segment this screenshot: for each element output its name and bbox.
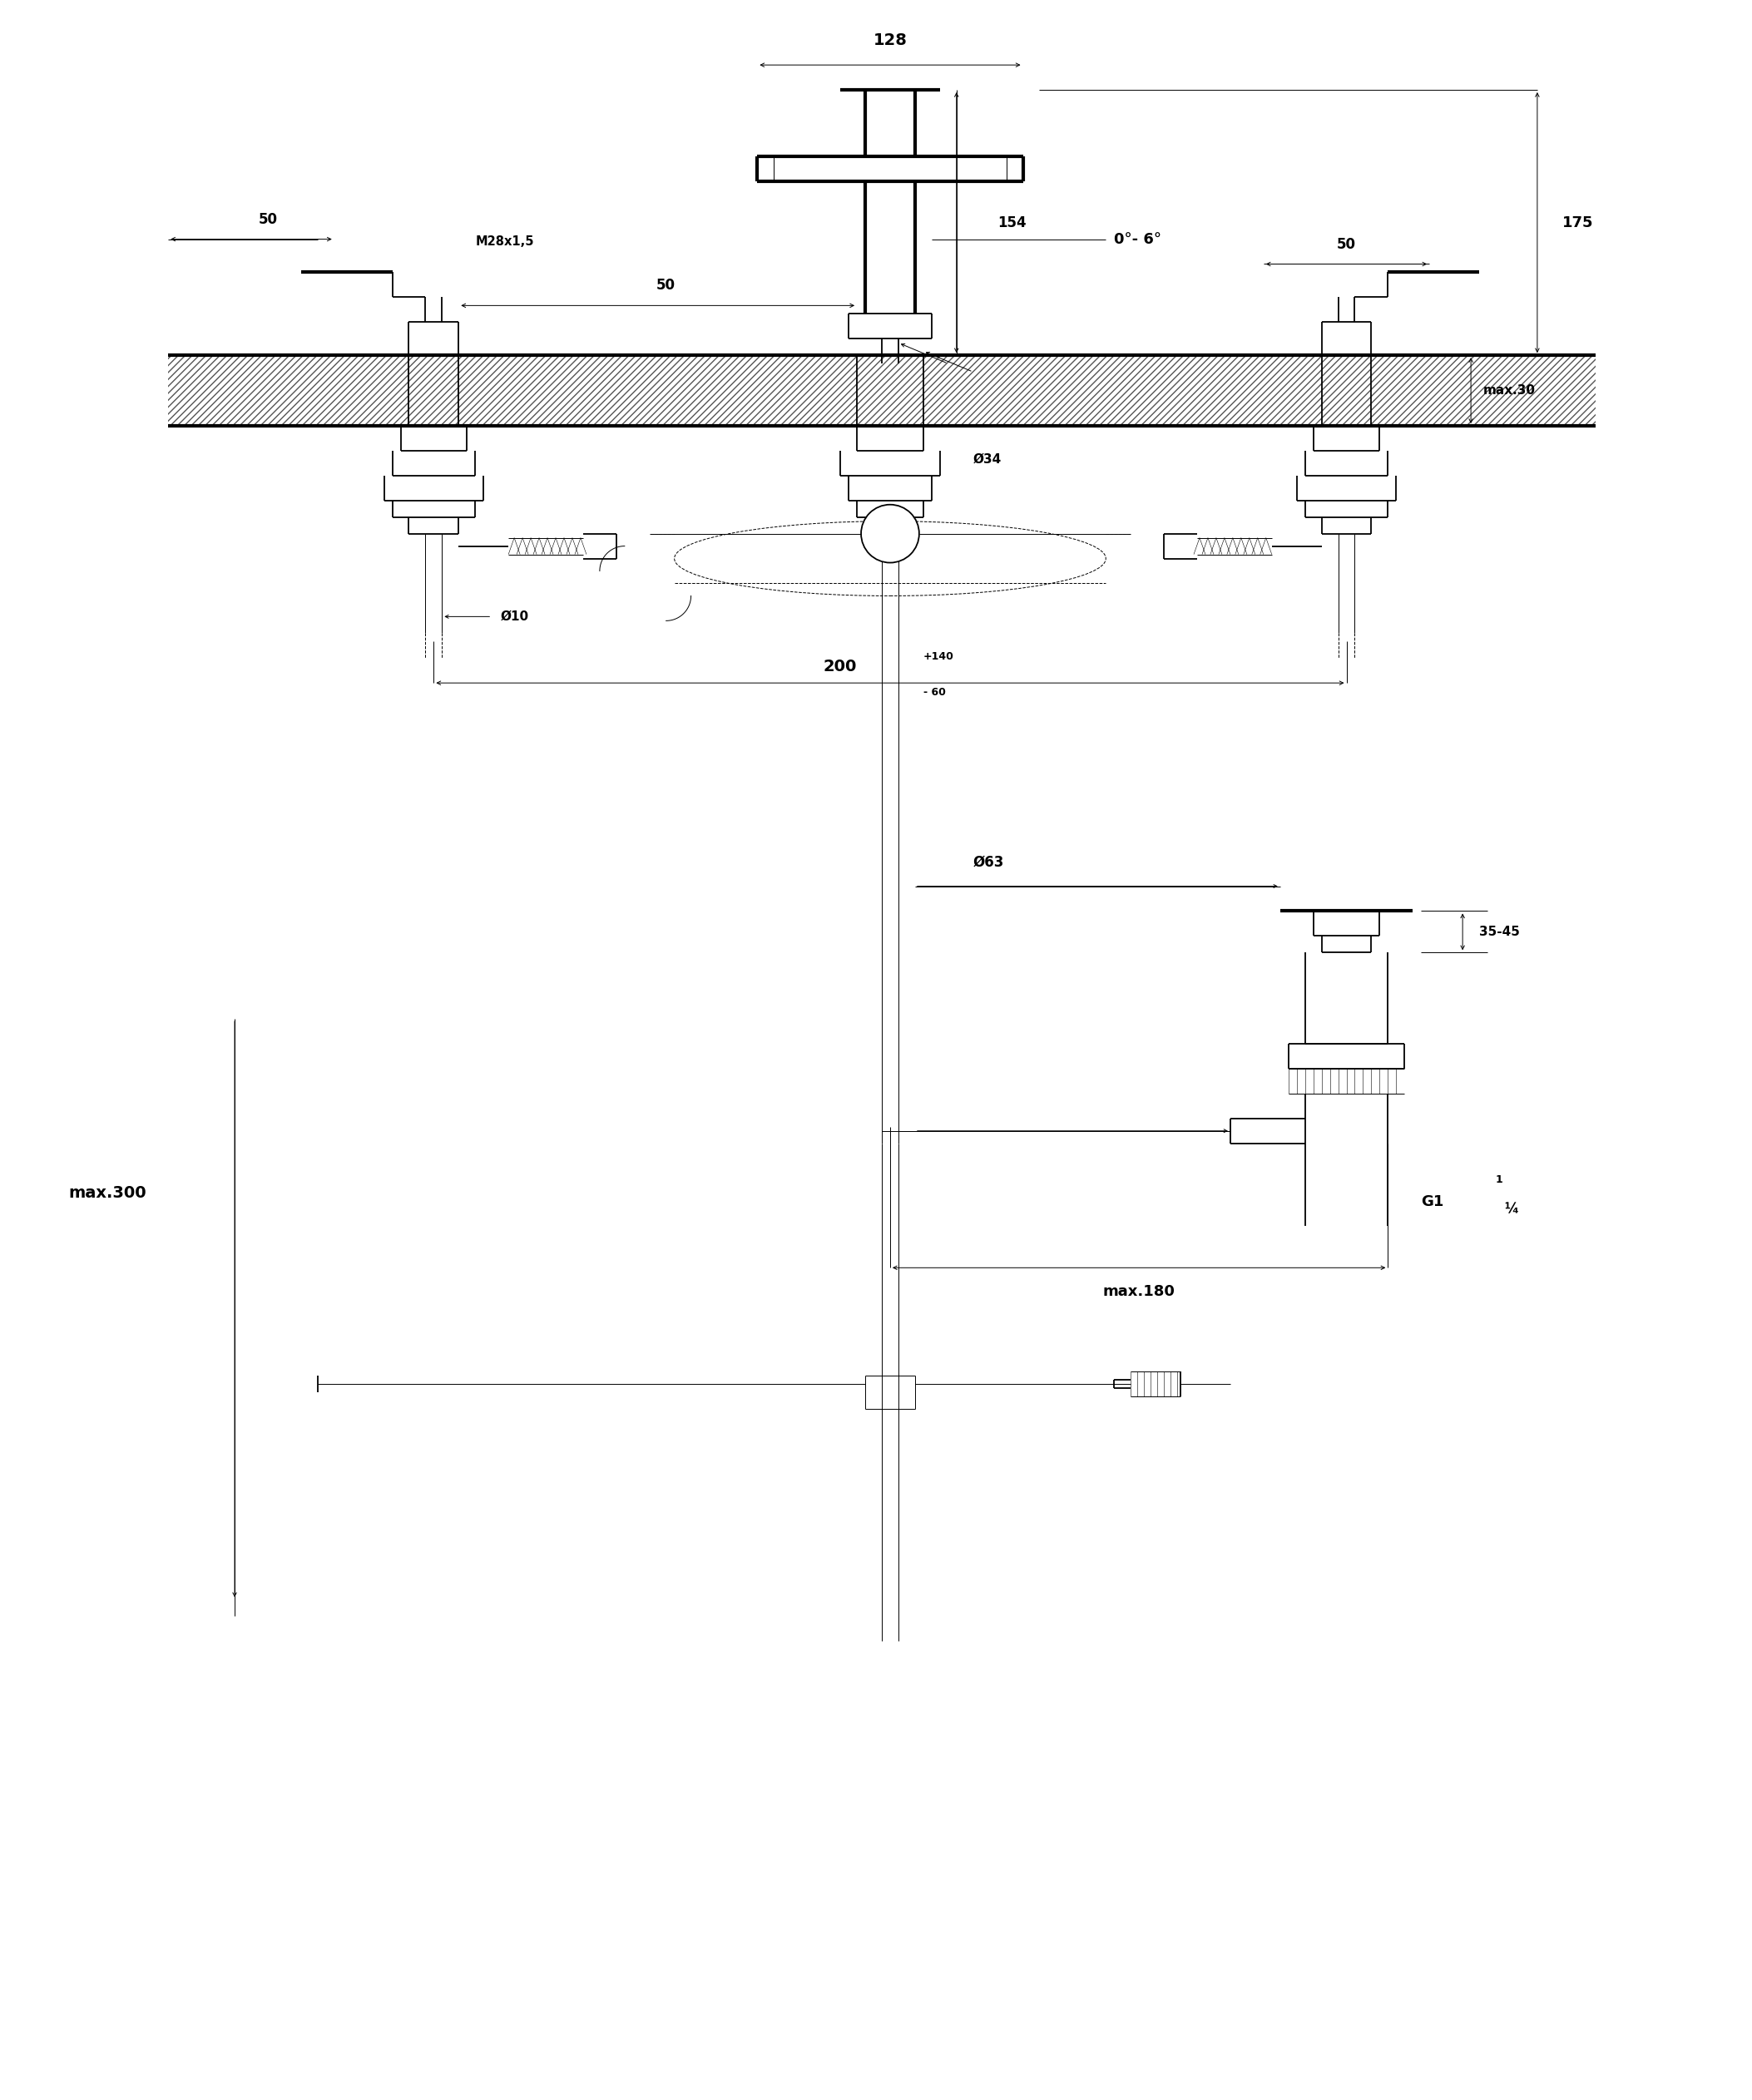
Text: 200: 200 [823,659,857,674]
Text: +140: +140 [923,651,955,662]
Ellipse shape [675,521,1106,596]
Text: 1: 1 [1496,1174,1503,1184]
Text: ¼: ¼ [1505,1201,1519,1218]
Text: 175: 175 [1563,214,1593,231]
Text: Ø10: Ø10 [499,611,529,624]
Text: M28x1,5: M28x1,5 [475,235,534,248]
Text: 50: 50 [1337,237,1356,252]
Text: 0°- 6°: 0°- 6° [1114,231,1162,246]
Text: Ø34: Ø34 [972,454,1002,466]
Text: 154: 154 [999,214,1027,231]
Text: 35-45: 35-45 [1479,926,1521,939]
Bar [168,355,1596,426]
Text: 50: 50 [657,277,676,294]
Text: - 60: - 60 [923,687,946,697]
Text: max.300: max.300 [68,1184,147,1201]
Text: Ø63: Ø63 [972,855,1004,869]
Text: max.30: max.30 [1484,384,1537,397]
Text: G1: G1 [1421,1195,1444,1210]
Circle shape [860,504,920,563]
Bar [168,355,1596,426]
Text: max.180: max.180 [1102,1285,1176,1300]
Text: 50: 50 [258,212,277,227]
Text: 128: 128 [872,34,908,48]
